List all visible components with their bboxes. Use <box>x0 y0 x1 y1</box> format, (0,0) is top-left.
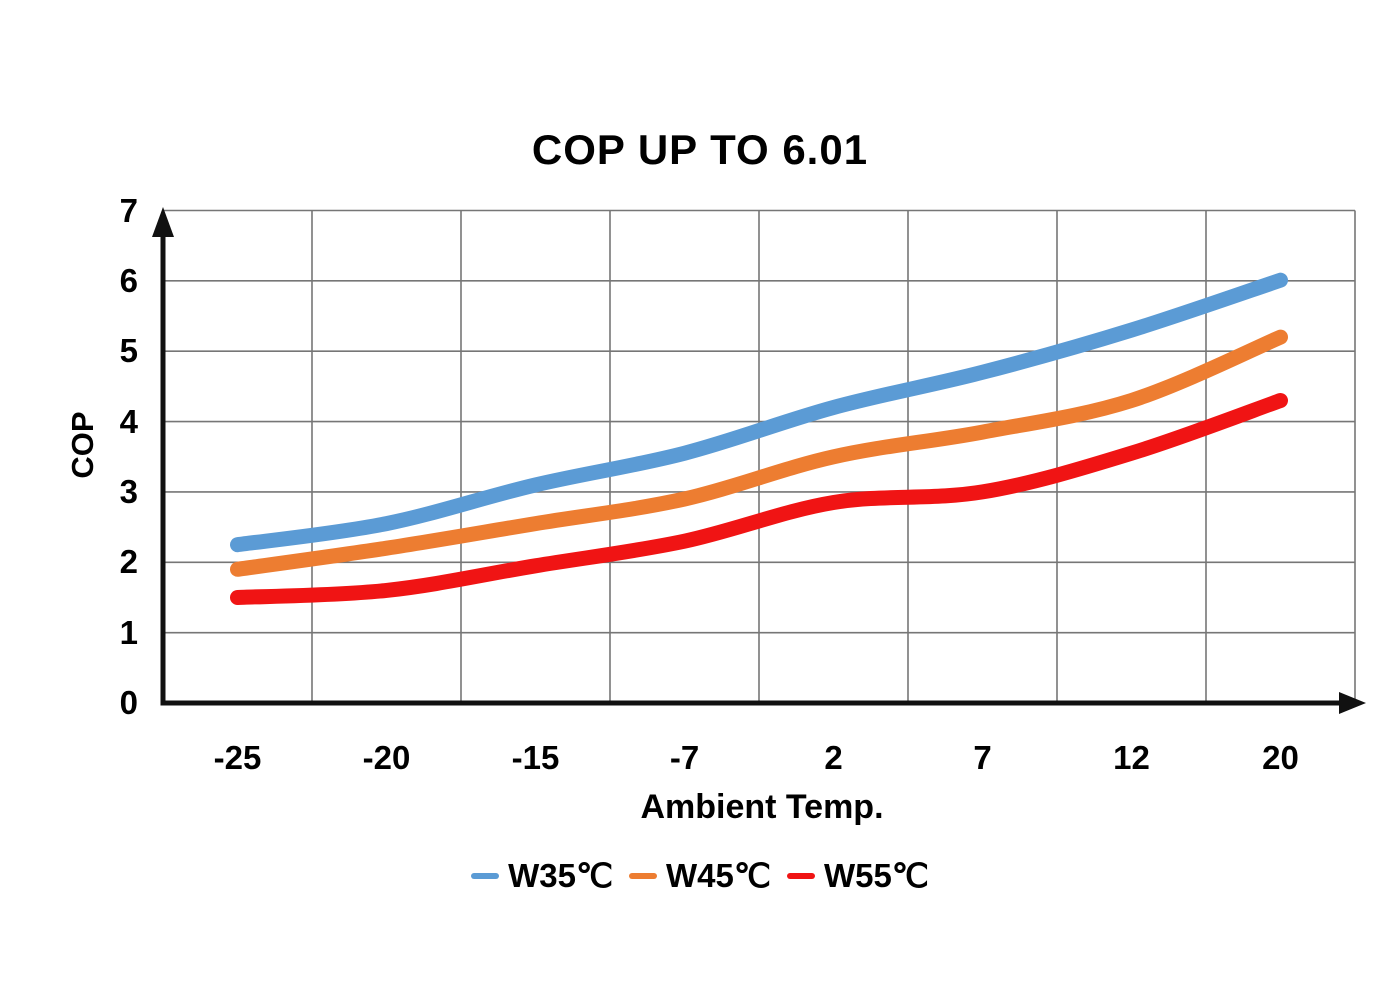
x-tick-minus25: -25 <box>213 739 262 776</box>
y-tick-0: 0 <box>119 684 138 721</box>
y-tick-2: 2 <box>119 543 138 581</box>
x-tick-minus20: -20 <box>362 739 411 776</box>
legend-label-w55: W55℃ <box>823 857 929 894</box>
legend-item-w45: W45℃ <box>629 856 771 895</box>
w55-line-swatch-icon <box>786 872 815 879</box>
x-tick-20: 20 <box>1262 739 1299 776</box>
x-tick-12: 12 <box>1113 739 1150 776</box>
y-tick-7: 7 <box>119 191 138 229</box>
legend-item-w55: W55℃ <box>786 856 929 895</box>
y-tick-5: 5 <box>119 332 138 370</box>
w45-line-swatch-icon <box>629 872 658 879</box>
x-tick-minus15: -15 <box>511 739 560 776</box>
y-tick-1: 1 <box>119 613 138 651</box>
y-axis-title: COP <box>65 411 100 479</box>
x-tick-2: 2 <box>824 739 843 776</box>
legend-item-w35: W35℃ <box>471 856 613 895</box>
x-tick-7: 7 <box>973 739 992 776</box>
y-tick-4: 4 <box>119 402 138 440</box>
y-tick-6: 6 <box>119 261 138 299</box>
x-tick-minus7: -7 <box>669 739 700 776</box>
chart-title: COP UP TO 6.01 <box>531 126 869 173</box>
y-tick-3: 3 <box>119 473 138 510</box>
legend-label-w45: W45℃ <box>666 857 771 894</box>
legend-label-w35: W35℃ <box>508 857 614 894</box>
w35-line-swatch-icon <box>471 872 500 879</box>
legend: W35℃ W45℃ W55℃ <box>0 856 1400 895</box>
x-axis-title: Ambient Temp. <box>640 788 884 826</box>
